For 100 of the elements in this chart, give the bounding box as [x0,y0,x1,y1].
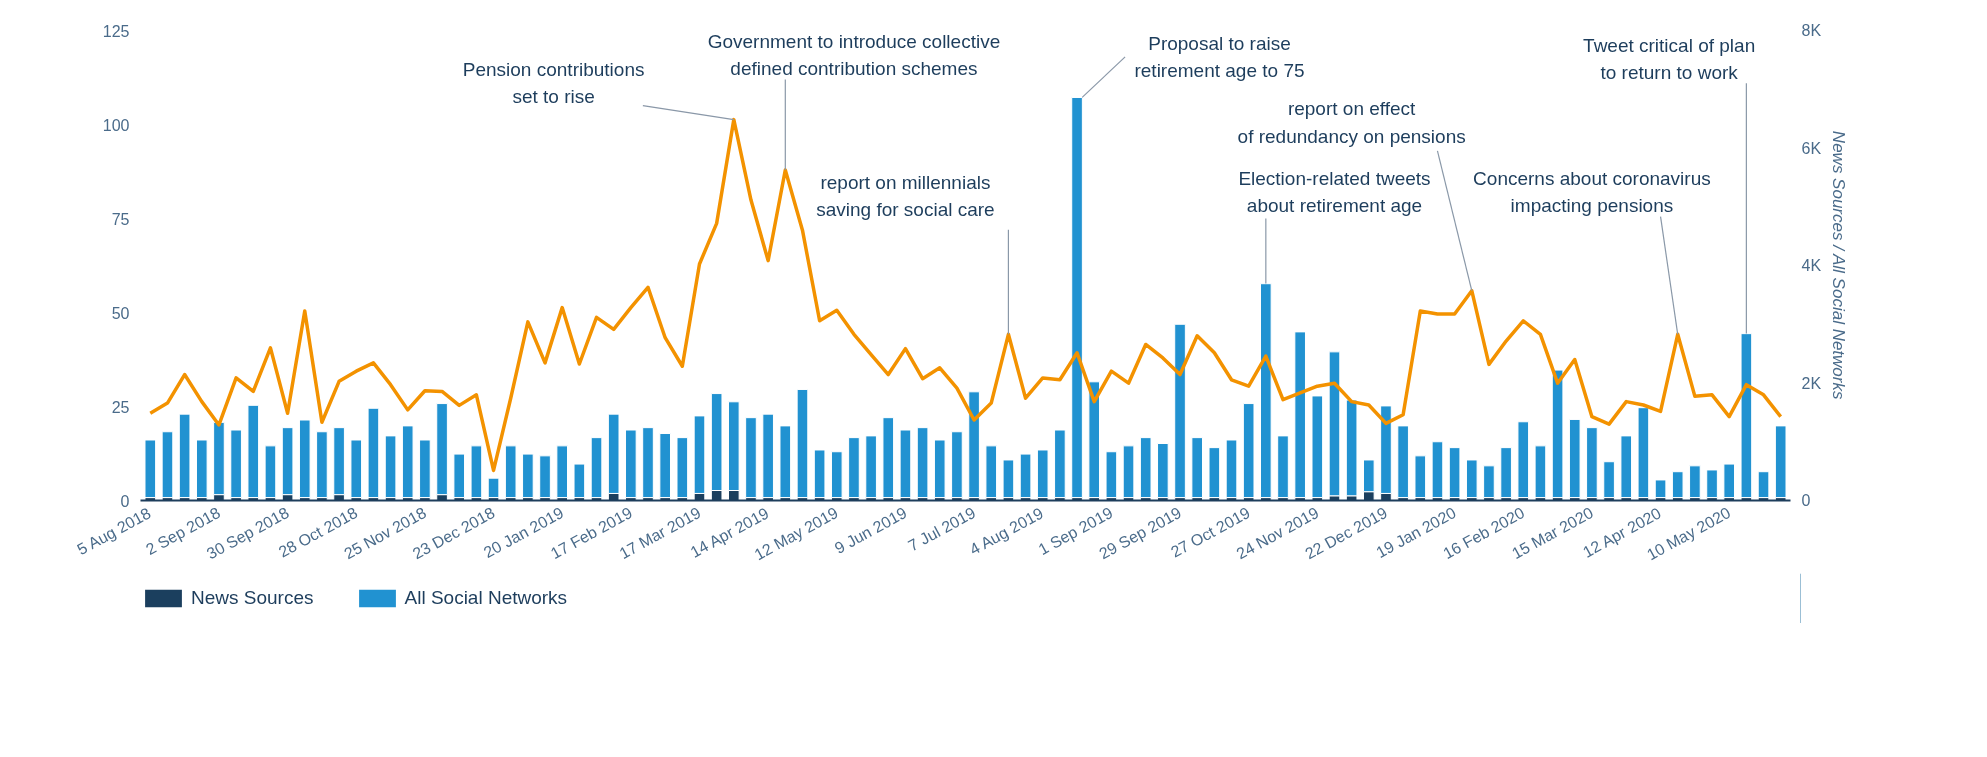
bar [1002,459,1015,499]
line-series [148,117,1783,473]
annotation: report on effect of redundancy on pensions [1237,98,1466,147]
bar [1603,461,1615,499]
bar [1036,449,1049,499]
bar [401,425,414,499]
bar [933,439,946,499]
bar [1654,479,1667,499]
bar [745,417,757,499]
y2-tick-label: 8K [1801,22,1822,39]
bar [247,404,260,499]
bar [1500,447,1512,499]
bar [1054,429,1066,499]
bar [1225,439,1238,499]
bar [1774,425,1787,499]
bar [436,403,448,496]
bar [796,388,809,499]
bar [1174,323,1186,499]
bar [1311,395,1324,499]
bar [779,425,792,499]
bar [642,427,654,499]
bar [487,477,500,499]
annotation: Election-related tweets about retirement age [1238,168,1431,217]
bar [453,453,466,499]
bar [178,413,191,499]
bar [762,413,774,499]
bar [556,445,569,499]
bar [1689,465,1701,499]
bar [419,439,431,499]
bar [848,437,860,499]
bar [539,455,551,499]
bar [1637,407,1650,499]
annotation: report on millennials saving for social care [816,171,995,221]
bar [1534,445,1547,499]
y2-tick-label: 2K [1801,374,1822,392]
bar [1551,369,1564,499]
bar [865,435,877,499]
y2-axis-title: News Sources / All Social Networks [1829,130,1849,400]
bar [1191,437,1204,499]
bar [264,445,277,499]
bar [316,431,328,499]
y-tick-label: 0 [120,492,130,510]
bar [1620,435,1633,499]
bar [367,407,380,499]
bar [1122,445,1135,499]
y2-tick-label: 6K [1801,139,1822,157]
bar [1671,471,1684,499]
bar [522,453,534,499]
bar [1088,381,1101,499]
bar [1260,283,1272,499]
bar [1448,447,1461,499]
bar [1723,463,1736,499]
bar [1397,425,1409,499]
bar [1706,469,1718,499]
bar [333,427,345,496]
bar [1586,427,1598,499]
bar [590,437,603,499]
bar [213,421,225,496]
y-tick-label: 75 [111,210,130,228]
y2-tick-label: 4K [1801,257,1822,274]
bar [1139,437,1152,499]
bar [470,445,483,499]
bar [830,451,843,499]
bar [625,429,637,499]
y-tick-label: 50 [111,304,130,322]
bar [813,449,826,499]
bar [1465,459,1478,499]
bar [1517,421,1530,499]
bar [1294,331,1306,499]
y-tick-label: 125 [102,22,130,40]
legend-label: All Social Networks [404,587,568,609]
bar [161,431,174,499]
y-tick-label: 25 [111,398,130,416]
bar [1740,333,1753,499]
bar [899,429,912,499]
annotation: Concerns about coronavirus impacting pensions [1473,168,1711,217]
y-tick-label: 100 [102,116,130,134]
bar [1242,403,1255,499]
bar [916,427,929,499]
bar [1071,96,1083,499]
bar [1431,441,1444,499]
bar [281,427,294,496]
annotation: Proposal to raise retirement age to 75 [1134,32,1305,81]
bar [384,435,397,499]
bar [882,417,895,499]
bar [144,439,157,499]
annotation: Tweet critical of plan to return to work [1583,34,1756,83]
bar [1483,465,1495,499]
bar [1328,351,1341,497]
bar [504,445,517,499]
bar [1568,418,1581,499]
bar [298,419,311,499]
bar [1105,451,1118,499]
bar [1345,399,1358,497]
bar [1277,435,1289,499]
bar [951,431,963,499]
bar [985,445,998,499]
bar [1157,443,1169,499]
bar [195,439,208,499]
bar [1757,471,1770,499]
